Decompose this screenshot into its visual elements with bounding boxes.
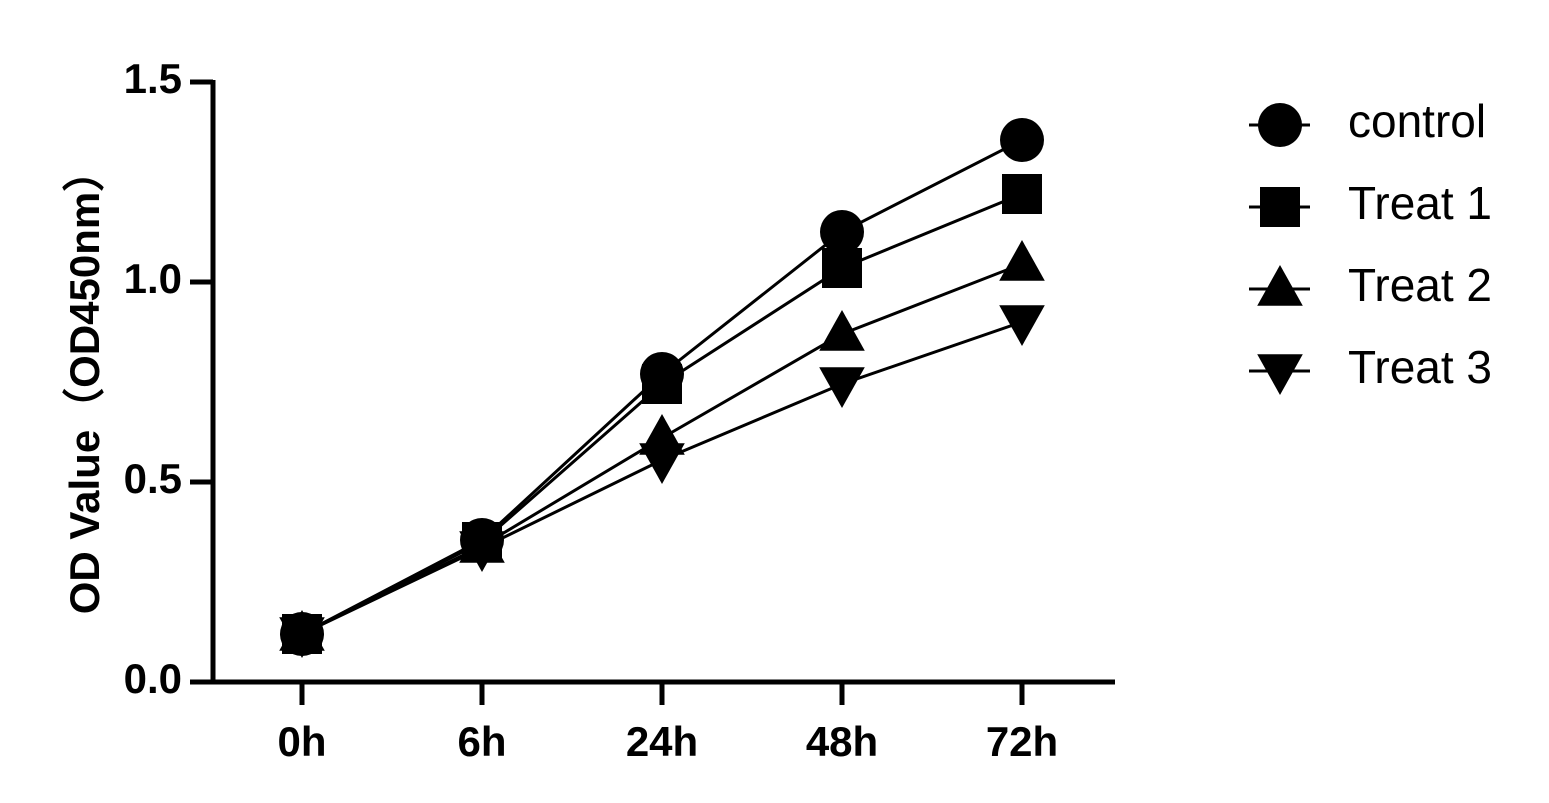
data-point-treat-3: [999, 305, 1045, 346]
legend-label: control: [1348, 95, 1486, 147]
legend-item-treat-1: Treat 1: [1249, 177, 1492, 229]
data-point-treat-3: [459, 531, 505, 572]
data-point-treat-3: [639, 443, 685, 484]
legend-label: Treat 2: [1348, 259, 1492, 311]
legend-label: Treat 3: [1348, 341, 1492, 393]
data-point-treat-1: [822, 248, 862, 288]
series-markers: [279, 118, 1045, 658]
y-ticks: 0.0 0.5 1.0 1.5: [124, 55, 213, 702]
legend-item-treat-3: Treat 3: [1249, 341, 1492, 395]
legend-marker-control: [1258, 103, 1302, 147]
y-axis-title: OD Value（OD450nm）: [61, 150, 108, 614]
x-tick-label: 48h: [806, 718, 878, 765]
x-tick-label: 24h: [626, 718, 698, 765]
x-ticks: 0h 6h 24h 48h 72h: [277, 682, 1058, 765]
legend-marker-treat-2: [1257, 265, 1303, 306]
data-point-control: [1000, 118, 1044, 162]
data-point-treat-2: [819, 310, 865, 351]
x-tick-label: 72h: [986, 718, 1058, 765]
legend-item-treat-2: Treat 2: [1249, 259, 1492, 311]
legend: control Treat 1 Treat 2 Treat 3: [1249, 95, 1492, 395]
data-point-treat-1: [642, 364, 682, 404]
data-point-treat-1: [1002, 174, 1042, 214]
x-tick-label: 0h: [277, 718, 326, 765]
legend-marker-treat-1: [1260, 187, 1300, 227]
y-tick-label: 1.0: [124, 255, 182, 302]
data-point-control: [820, 210, 864, 254]
data-point-treat-2: [999, 240, 1045, 281]
data-point-treat-3: [819, 367, 865, 408]
legend-marker-treat-3: [1257, 354, 1303, 395]
legend-item-control: control: [1249, 95, 1486, 147]
legend-label: Treat 1: [1348, 177, 1492, 229]
y-tick-label: 0.5: [124, 455, 182, 502]
y-tick-label: 0.0: [124, 655, 182, 702]
data-point-treat-3: [279, 617, 325, 658]
y-tick-label: 1.5: [124, 55, 182, 102]
x-tick-label: 6h: [457, 718, 506, 765]
